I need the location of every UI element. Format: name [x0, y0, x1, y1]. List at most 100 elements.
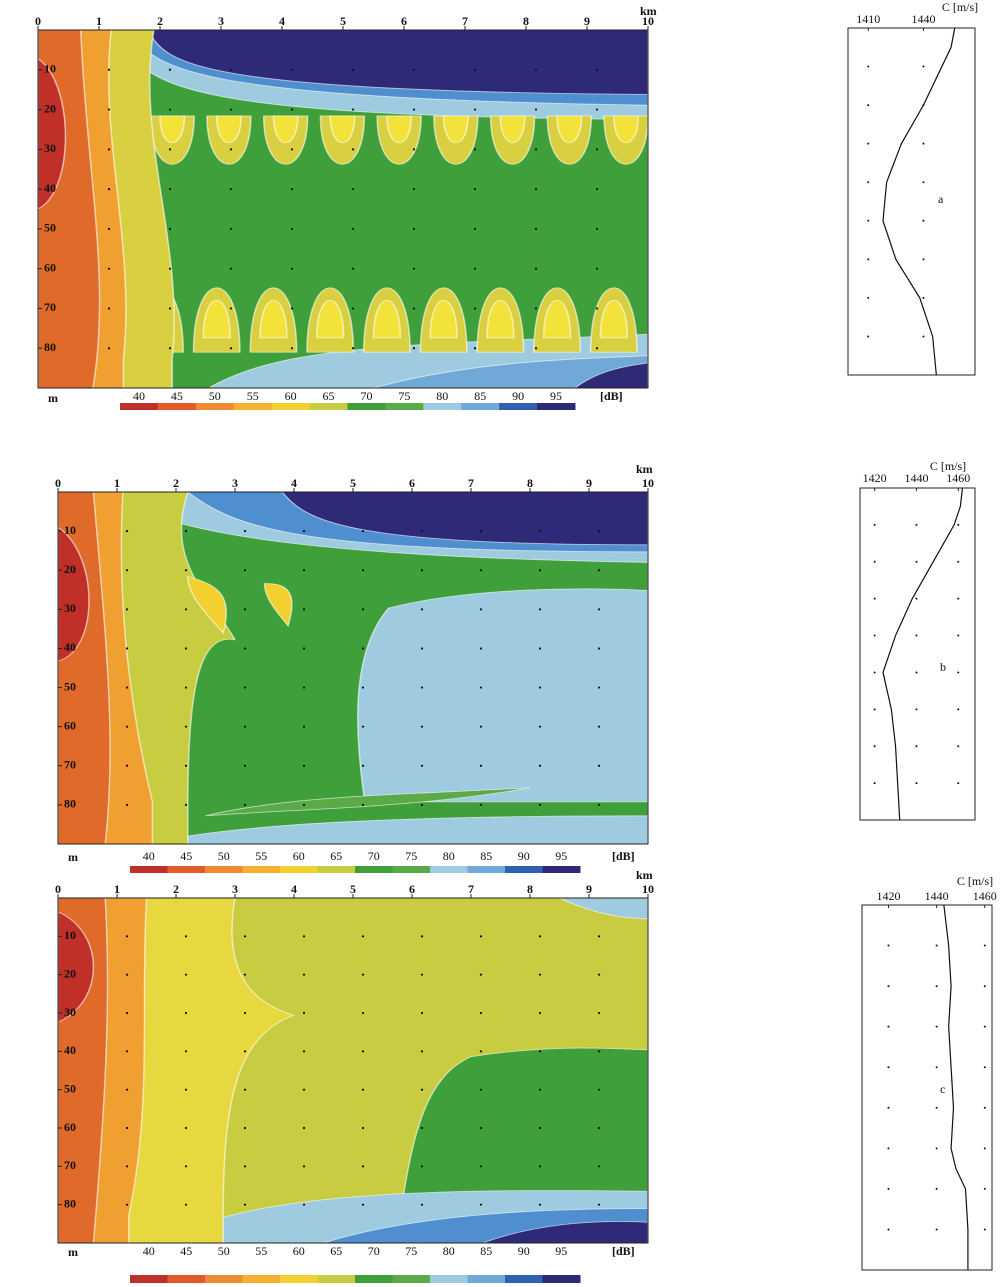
- grid-dot: [303, 804, 305, 806]
- grid-dot: [169, 228, 171, 230]
- profile-dot: [936, 1026, 938, 1028]
- colorbar-label: 85: [480, 849, 492, 863]
- profile-dot: [922, 297, 924, 299]
- grid-dot: [480, 1089, 482, 1091]
- profile-tick-label: 1460: [946, 471, 970, 485]
- grid-dot: [185, 608, 187, 610]
- profile-dot: [936, 1107, 938, 1109]
- colorbar-cell: [423, 403, 461, 410]
- contour-map: [58, 492, 648, 844]
- colorbar-label: 40: [143, 1244, 155, 1258]
- grid-dot: [230, 188, 232, 190]
- grid-dot: [169, 347, 171, 349]
- grid-dot: [244, 1165, 246, 1167]
- profile-dot: [887, 1188, 889, 1190]
- grid-dot: [421, 1050, 423, 1052]
- colorbar-cell: [310, 403, 348, 410]
- grid-dot: [539, 1165, 541, 1167]
- grid-dot: [421, 686, 423, 688]
- grid-dot: [421, 530, 423, 532]
- panel-letter: c: [940, 1082, 945, 1096]
- profile-dot: [922, 66, 924, 68]
- grid-dot: [535, 69, 537, 71]
- x-tick-label: 5: [350, 476, 356, 490]
- y-tick-label: 40: [64, 640, 76, 654]
- grid-dot: [480, 569, 482, 571]
- grid-dot: [169, 307, 171, 309]
- grid-dot: [126, 726, 128, 728]
- x-tick-label: 4: [291, 882, 297, 896]
- grid-dot: [480, 647, 482, 649]
- profile-dot: [874, 708, 876, 710]
- grid-dot: [474, 188, 476, 190]
- grid-dot: [303, 647, 305, 649]
- grid-dot: [413, 347, 415, 349]
- grid-dot: [598, 1204, 600, 1206]
- grid-dot: [421, 1127, 423, 1129]
- grid-dot: [303, 974, 305, 976]
- grid-dot: [598, 1050, 600, 1052]
- colorbar-label: 70: [368, 1244, 380, 1258]
- profile-dot: [957, 598, 959, 600]
- grid-dot: [480, 726, 482, 728]
- profile-dot: [874, 598, 876, 600]
- grid-dot: [352, 108, 354, 110]
- grid-dot: [291, 69, 293, 71]
- grid-dot: [126, 1012, 128, 1014]
- colorbar-label: 50: [209, 389, 221, 403]
- grid-dot: [480, 608, 482, 610]
- grid-dot: [480, 1050, 482, 1052]
- x-tick-label: 0: [55, 476, 61, 490]
- grid-dot: [413, 268, 415, 270]
- colorbar-cell: [355, 1275, 393, 1283]
- colorbar-label: 70: [360, 389, 372, 403]
- grid-dot: [185, 974, 187, 976]
- y-tick-label: 80: [64, 1196, 76, 1210]
- grid-dot: [539, 974, 541, 976]
- grid-dot: [185, 765, 187, 767]
- colorbar-cell: [499, 403, 537, 410]
- profile-dot: [887, 945, 889, 947]
- x-unit: km: [640, 4, 657, 18]
- grid-dot: [352, 268, 354, 270]
- profile-unit: C [m/s]: [942, 0, 978, 14]
- grid-dot: [474, 347, 476, 349]
- colorbar-cell: [430, 1275, 468, 1283]
- grid-dot: [185, 935, 187, 937]
- profile-dot: [915, 708, 917, 710]
- profile-dot: [957, 524, 959, 526]
- profile-dot: [922, 258, 924, 260]
- y-tick-label: 10: [44, 62, 56, 76]
- grid-dot: [362, 569, 364, 571]
- x-tick-label: 2: [157, 14, 163, 28]
- colorbar-label: 45: [180, 849, 192, 863]
- grid-dot: [413, 69, 415, 71]
- profile-tick-label: 1440: [904, 471, 928, 485]
- grid-dot: [598, 804, 600, 806]
- profile-dot: [874, 782, 876, 784]
- colorbar-label: 80: [443, 849, 455, 863]
- colorbar-cell: [130, 1275, 168, 1283]
- grid-dot: [126, 804, 128, 806]
- grid-dot: [362, 974, 364, 976]
- grid-dot: [244, 1050, 246, 1052]
- grid-dot: [230, 69, 232, 71]
- grid-dot: [108, 188, 110, 190]
- x-tick-label: 1: [114, 882, 120, 896]
- profile-dot: [915, 671, 917, 673]
- grid-dot: [362, 804, 364, 806]
- grid-dot: [535, 188, 537, 190]
- grid-dot: [421, 1204, 423, 1206]
- colorbar-label: 50: [218, 849, 230, 863]
- colorbar-label: 60: [285, 389, 297, 403]
- profile-dot: [915, 745, 917, 747]
- grid-dot: [421, 608, 423, 610]
- grid-dot: [303, 1089, 305, 1091]
- colorbar-label: 95: [555, 1244, 567, 1258]
- grid-dot: [291, 108, 293, 110]
- x-tick-label: 0: [55, 882, 61, 896]
- grid-dot: [108, 347, 110, 349]
- y-tick-label: 40: [64, 1043, 76, 1057]
- x-tick-label: 5: [340, 14, 346, 28]
- profile-dot: [867, 335, 869, 337]
